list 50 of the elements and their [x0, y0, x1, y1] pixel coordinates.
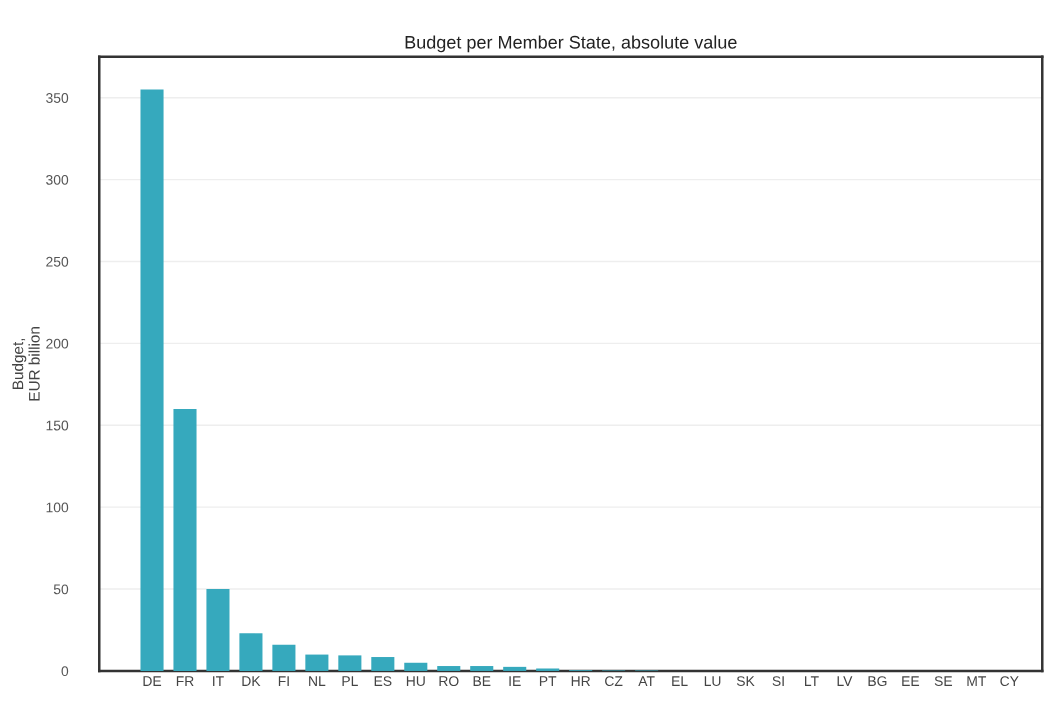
x-tick-label: MT: [967, 676, 987, 686]
y-tick-label: 150: [46, 420, 69, 431]
x-tick-label: HU: [406, 676, 425, 687]
bar: [272, 644, 296, 671]
bar: [437, 666, 461, 671]
x-tick-label: PT: [539, 676, 557, 686]
x-tick-label: FR: [176, 676, 194, 686]
x-tick-label: CY: [1000, 676, 1019, 687]
x-tick-label: BE: [473, 676, 491, 686]
y-tick-label: 0: [61, 666, 69, 677]
bar: [239, 633, 263, 671]
x-tick-label: HR: [571, 676, 591, 686]
x-tick-label: BG: [868, 676, 887, 687]
x-tick-label: EL: [672, 676, 688, 686]
y-tick-label: 300: [46, 174, 69, 185]
x-tick-label: NL: [309, 676, 326, 686]
y-axis-title: Budget, EUR billion: [12, 327, 40, 401]
x-tick-label: SI: [772, 676, 784, 687]
chart-title: Budget per Member State, absolute value: [405, 35, 737, 53]
x-tick-label: DE: [143, 676, 162, 686]
bar: [404, 662, 428, 671]
x-tick-label: PL: [342, 676, 358, 686]
x-tick-label: RO: [439, 676, 459, 687]
bar: [503, 666, 527, 671]
y-tick-label: 350: [46, 93, 69, 103]
x-tick-label: LU: [704, 676, 721, 687]
x-tick-label: LV: [837, 676, 853, 686]
bar: [140, 89, 164, 671]
x-tick-label: LT: [805, 676, 819, 686]
bar: [338, 655, 362, 671]
bar: [536, 668, 560, 671]
x-tick-label: EE: [902, 676, 920, 686]
x-tick-label: IT: [213, 676, 224, 686]
bar: [173, 408, 197, 671]
x-tick-label: ES: [374, 676, 392, 687]
x-tick-label: SE: [934, 676, 953, 687]
x-tick-label: FI: [278, 676, 289, 686]
x-tick-label: DK: [242, 676, 261, 686]
x-tick-label: IE: [509, 676, 521, 686]
bar: [470, 666, 494, 671]
y-tick-label: 100: [46, 502, 69, 513]
y-tick-label: 200: [46, 338, 69, 349]
bar: [371, 657, 395, 671]
bar: [206, 589, 230, 671]
y-tick-label: 50: [53, 584, 69, 595]
bar: [305, 654, 329, 671]
x-tick-label: SK: [736, 676, 755, 687]
x-tick-label: AT: [638, 676, 655, 686]
y-tick-label: 250: [46, 256, 69, 267]
x-tick-label: CZ: [605, 676, 623, 687]
